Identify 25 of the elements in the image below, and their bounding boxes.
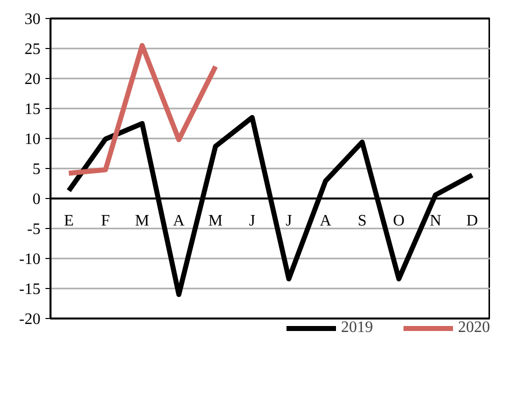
- y-tick-label: -20: [19, 311, 40, 328]
- y-tick-label: -15: [19, 281, 40, 298]
- x-tick-label: E: [64, 212, 74, 230]
- legend-label: 2020: [458, 319, 490, 337]
- x-tick-label: S: [358, 212, 367, 230]
- y-tick-label: 5: [32, 161, 40, 178]
- x-tick-label: M: [208, 212, 223, 230]
- y-tick-label: 0: [32, 191, 40, 208]
- x-tick-label: J: [286, 212, 292, 230]
- x-tick-label: M: [135, 212, 150, 230]
- x-tick-label: A: [173, 212, 186, 230]
- x-tick-label: J: [249, 212, 256, 230]
- legend-label: 2019: [341, 319, 373, 337]
- x-tick-label: N: [430, 212, 442, 230]
- x-tick-label: O: [393, 212, 405, 230]
- y-tick-label: -5: [27, 221, 40, 238]
- y-tick-label: 30: [24, 11, 40, 28]
- y-tick-label: 20: [24, 71, 40, 88]
- x-tick-label: F: [101, 212, 110, 230]
- y-tick-label: 15: [24, 101, 40, 118]
- y-tick-label: -10: [19, 251, 40, 268]
- x-tick-label: A: [320, 212, 332, 230]
- y-tick-label: 25: [24, 41, 40, 58]
- y-tick-label: 10: [24, 131, 40, 148]
- x-tick-label: D: [466, 212, 478, 230]
